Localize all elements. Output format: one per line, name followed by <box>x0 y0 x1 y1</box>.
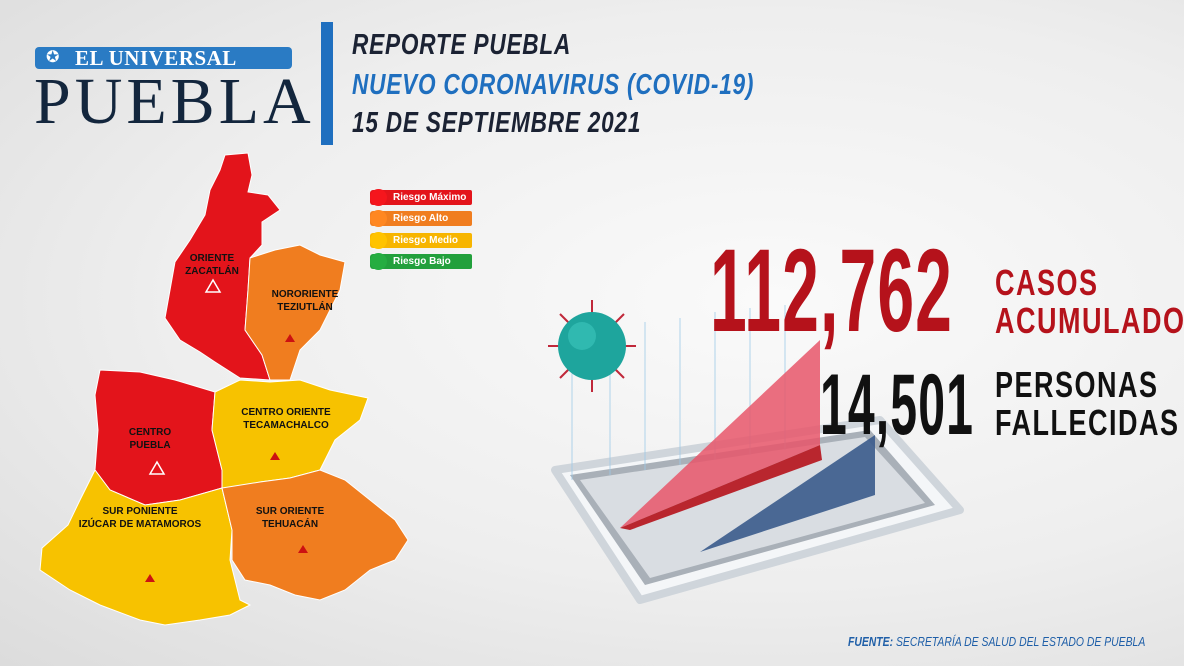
cases-label-line1: CASOS <box>995 262 1099 303</box>
legend-dot-icon <box>370 232 387 249</box>
legend-item: Riesgo Bajo <box>370 253 472 270</box>
risk-marker-nororiente <box>285 334 295 342</box>
legend-item: Riesgo Máximo <box>370 189 472 206</box>
legend-dot-icon <box>370 189 387 206</box>
virus-icon <box>548 300 636 392</box>
risk-marker-centro <box>148 460 166 475</box>
cases-value: 112,762 <box>710 225 954 357</box>
region-sur-oriente-tehuacan <box>221 469 409 601</box>
logo-puebla: PUEBLA <box>34 65 315 138</box>
region-sur-poniente-izucar <box>39 469 252 626</box>
deaths-label: PERSONAS FALLECIDAS <box>995 366 1180 442</box>
source-footer: FUENTE: SECRETARÍA DE SALUD DEL ESTADO D… <box>848 634 1145 649</box>
region-label: CENTRO ORIENTE TECAMACHALCO <box>226 406 346 432</box>
legend-dot-icon <box>370 253 387 270</box>
region-label: CENTRO PUEBLA <box>110 426 190 452</box>
region-city: TEHUACÁN <box>261 519 319 530</box>
cases-bar-shape <box>620 340 820 528</box>
header-title: REPORTE PUEBLA <box>352 29 572 61</box>
region-city: TECAMACHALCO <box>243 420 329 431</box>
cases-label-line2: ACUMULADOS <box>995 300 1184 341</box>
region-name: CENTRO ORIENTE <box>241 407 331 418</box>
legend-dot-icon <box>370 210 387 227</box>
region-name: SUR ORIENTE <box>255 506 325 517</box>
region-city: TEZIUTLÁN <box>277 302 333 313</box>
region-name: CENTRO <box>128 427 172 438</box>
source-text: SECRETARÍA DE SALUD DEL ESTADO DE PUEBLA <box>895 634 1146 649</box>
deaths-label-line1: PERSONAS <box>995 364 1159 405</box>
header-divider <box>321 22 333 145</box>
region-label: NORORIENTE TEZIUTLÁN <box>260 288 350 314</box>
region-label: ORIENTE ZACATLÁN <box>172 252 252 278</box>
tablet-illustration <box>551 305 964 604</box>
legend-item: Riesgo Alto <box>370 210 472 227</box>
puebla-region-map <box>39 152 409 626</box>
deaths-bar-shape <box>700 435 875 552</box>
region-nororiente-teziutlan <box>244 244 346 381</box>
logo-el-universal: EL UNIVERSAL <box>35 47 292 69</box>
region-city: IZÚCAR DE MATAMOROS <box>78 519 202 530</box>
header-date: 15 DE SEPTIEMBRE 2021 <box>352 107 642 139</box>
region-label: SUR ORIENTE TEHUACÁN <box>240 505 340 531</box>
legend-item: Riesgo Medio <box>370 232 472 249</box>
risk-marker-centro-oriente <box>270 452 280 460</box>
risk-marker-sur-poniente <box>145 574 155 582</box>
header-subtitle: NUEVO CORONAVIRUS (COVID-19) <box>352 69 755 101</box>
region-city: PUEBLA <box>129 440 171 451</box>
region-label: SUR PONIENTE IZÚCAR DE MATAMOROS <box>70 505 210 531</box>
region-name: SUR PONIENTE <box>102 506 178 517</box>
cases-label: CASOS ACUMULADOS <box>995 264 1184 340</box>
eagle-emblem-icon: ✪ <box>46 49 60 66</box>
source-label: FUENTE: <box>848 634 894 649</box>
risk-marker-oriente <box>204 278 222 293</box>
legend-label: Riesgo Bajo <box>393 256 451 267</box>
risk-marker-sur-oriente <box>298 545 308 553</box>
deaths-value: 14,501 <box>820 357 975 453</box>
legend-label: Riesgo Alto <box>393 213 449 224</box>
region-name: NORORIENTE <box>271 289 339 300</box>
region-city: ZACATLÁN <box>185 266 239 277</box>
legend-label: Riesgo Máximo <box>393 192 467 203</box>
region-name: ORIENTE <box>189 253 235 264</box>
legend-label: Riesgo Medio <box>393 235 459 246</box>
region-centro-oriente-tecamachalco <box>211 379 369 489</box>
deaths-label-line2: FALLECIDAS <box>995 402 1180 443</box>
